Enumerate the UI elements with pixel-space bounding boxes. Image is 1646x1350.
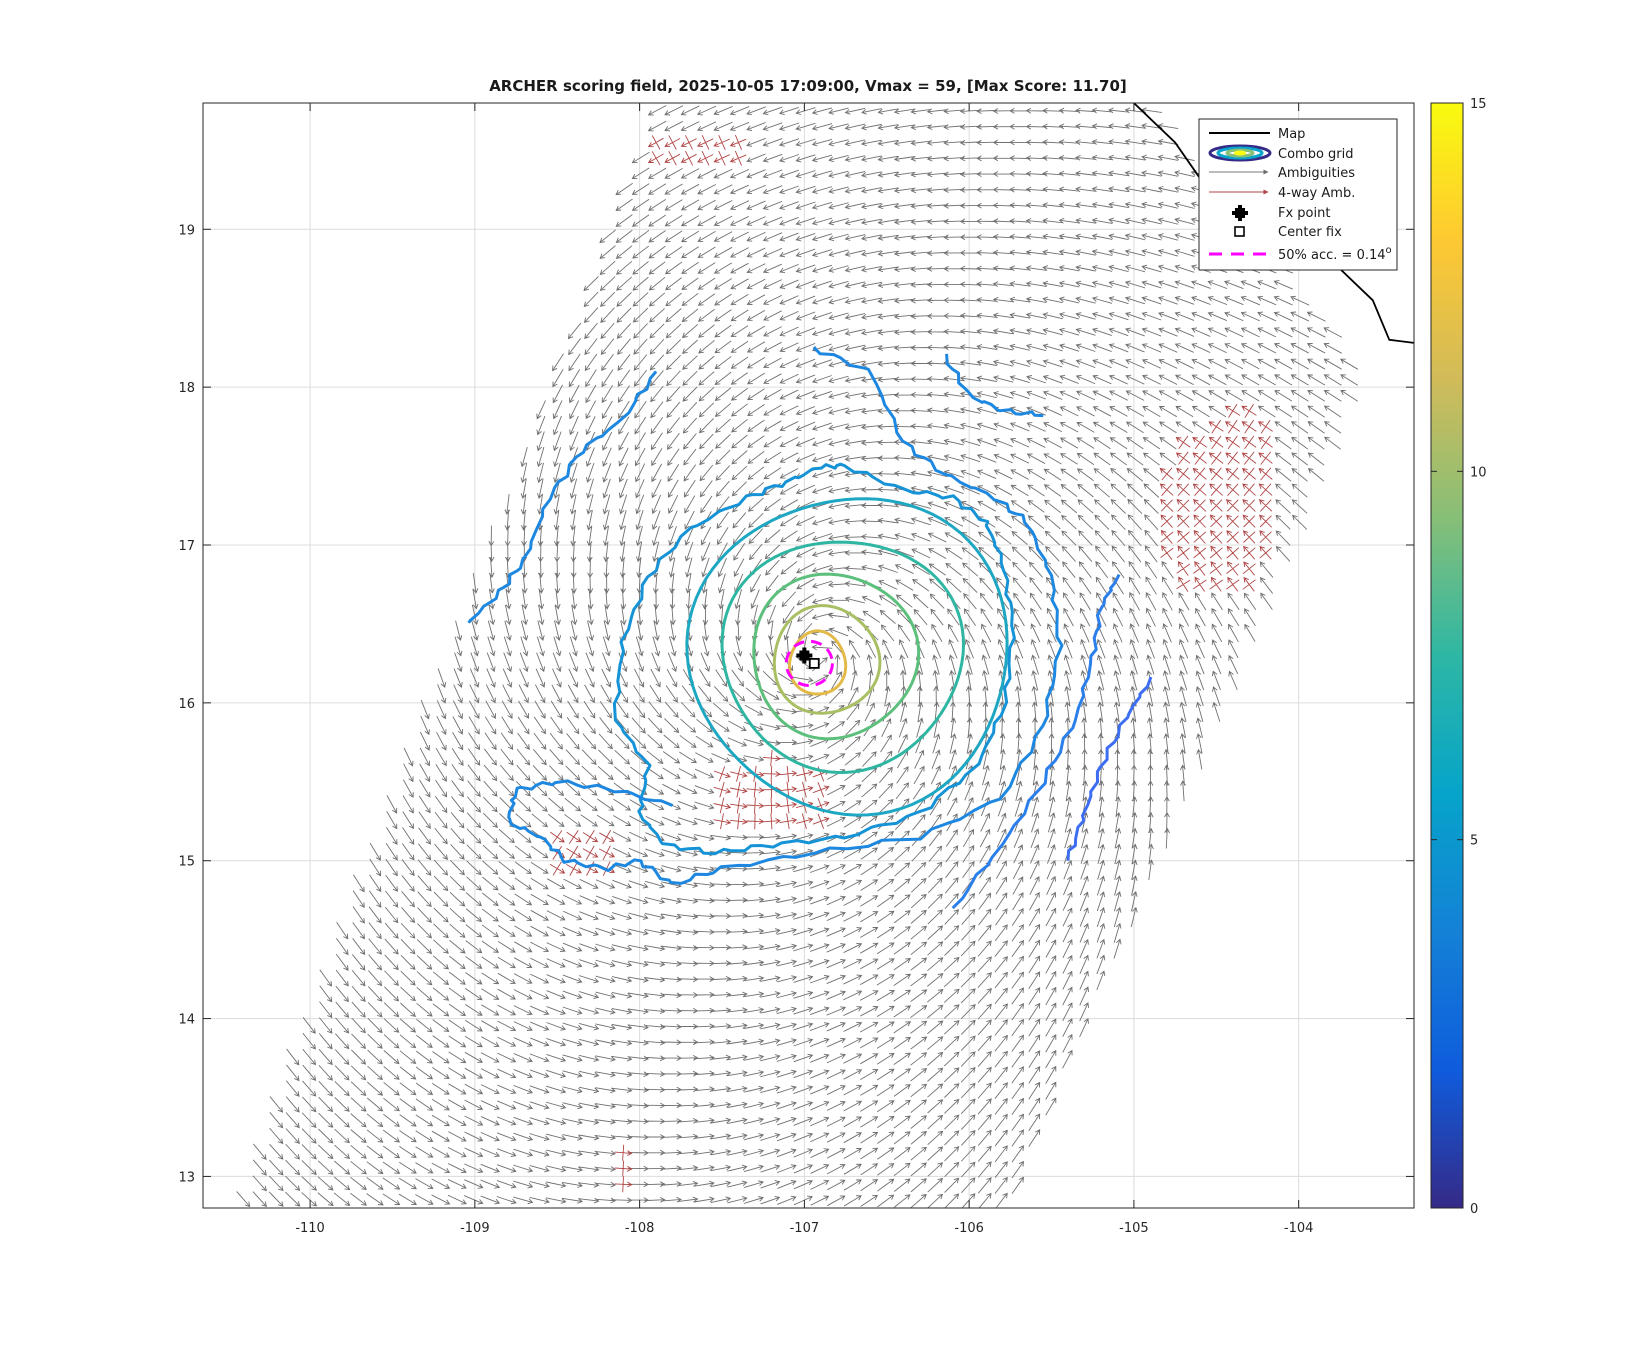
y-tick-label: 14	[178, 1013, 195, 1028]
colorbar-ticks: 0 5 10 15	[1431, 97, 1487, 1217]
x-tick-label: -106	[954, 1221, 984, 1236]
legend-label-accuracy: 50% acc. = 0.14o	[1278, 245, 1392, 263]
chart-title: ARCHER scoring field, 2025-10-05 17:09:0…	[489, 77, 1127, 95]
four-way-ambiguity-vectors	[549, 134, 1273, 1193]
fix-markers	[784, 639, 834, 687]
y-tick-label: 16	[178, 697, 195, 712]
y-tick-labels: 13 14 15 16 17 18 19	[178, 223, 195, 1185]
four-way-arrows	[549, 134, 1273, 1193]
contour-level-11	[787, 629, 848, 696]
x-tick-label: -105	[1119, 1221, 1149, 1236]
center-fix-marker	[808, 657, 820, 669]
contour-level-5	[951, 573, 1121, 910]
x-tick-label: -109	[460, 1221, 490, 1236]
legend-label-map: Map	[1278, 127, 1305, 142]
legend-label-center-fix: Center fix	[1278, 225, 1342, 240]
legend-label-4way: 4-way Amb.	[1278, 186, 1355, 201]
legend-label-combo-grid: Combo grid	[1278, 147, 1354, 162]
legend-center-fix-icon	[1234, 226, 1245, 237]
legend-label-fx-point: Fx point	[1278, 206, 1330, 221]
accuracy-circle	[784, 639, 834, 687]
legend-label-ambiguities: Ambiguities	[1278, 166, 1355, 181]
y-tick-label: 19	[178, 223, 195, 238]
legend-contour-ellipse-icon	[1208, 144, 1272, 162]
colorbar: 0 5 10 15	[1430, 97, 1487, 1217]
contour-level-5-5	[467, 370, 658, 624]
x-tick-labels: -110 -109 -108 -107 -106 -105 -104	[295, 1221, 1313, 1236]
colorbar-tick-label: 0	[1470, 1202, 1478, 1217]
colorbar-tick-label: 15	[1470, 97, 1487, 112]
fx-point-marker	[796, 647, 813, 664]
x-tick-label: -104	[1284, 1221, 1314, 1236]
contour-level-8	[720, 540, 965, 774]
x-tick-label: -110	[295, 1221, 325, 1236]
x-tick-label: -108	[625, 1221, 655, 1236]
colorbar-tick-label: 10	[1470, 465, 1487, 480]
combo-grid-contours	[467, 346, 1153, 910]
colorbar-gradient	[1430, 102, 1464, 1209]
contour-level-7	[685, 497, 1009, 817]
contour-level-6	[612, 462, 1016, 856]
y-tick-label: 18	[178, 381, 195, 396]
y-tick-label: 17	[178, 539, 195, 554]
contour-level-5-5	[945, 353, 1044, 418]
x-tick-label: -107	[790, 1221, 820, 1236]
contour-level-3	[1066, 676, 1153, 861]
contour-level-10	[772, 604, 882, 715]
colorbar-tick-label: 5	[1470, 834, 1478, 849]
contour-level-5-5	[507, 346, 1064, 885]
plot-area: -110 -109 -108 -107 -106 -105 -104 13141516171…	[178, 102, 1415, 1236]
grid-lines	[203, 103, 1414, 1208]
y-tick-label: 13	[178, 1170, 195, 1185]
legend: Map Combo grid Ambiguities 4-way Amb. Fx…	[1198, 118, 1398, 271]
legend-fx-point-icon	[1232, 205, 1248, 221]
axis-ticks	[203, 103, 1414, 1208]
contour-level-9	[752, 572, 921, 741]
y-tick-label: 15	[178, 855, 195, 870]
